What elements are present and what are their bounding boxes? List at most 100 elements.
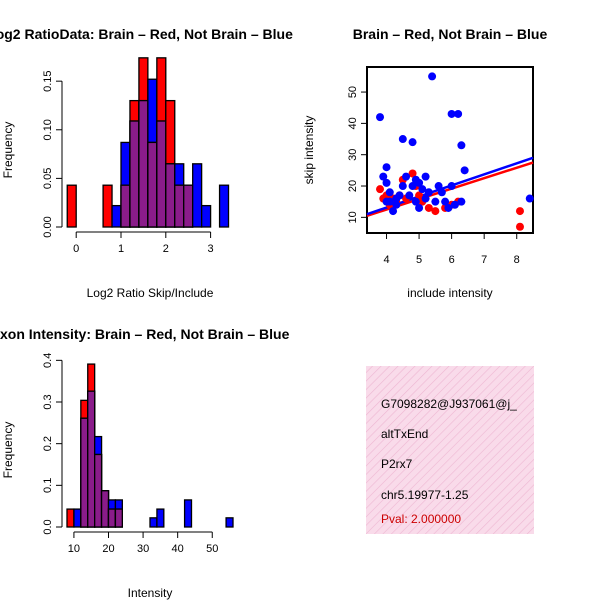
bar-overlap — [114, 508, 123, 528]
y-tick-label: 0.00 — [42, 216, 54, 237]
event-id: G7098282@J937061@j_ — [381, 397, 517, 411]
x-tick-label: 7 — [481, 254, 487, 266]
point-not-brain — [402, 172, 411, 181]
bar-overlap — [100, 490, 110, 528]
y-tick-label: 0.1 — [42, 478, 54, 493]
point-not-brain — [398, 135, 407, 144]
genomic-location: chr5.19977-1.25 — [381, 488, 469, 502]
bar-overlap — [138, 99, 149, 228]
x-tick-label: 6 — [449, 254, 455, 266]
point-not-brain — [385, 197, 394, 206]
intensity-scatter: Brain – Red, Not Brain – Blue include in… — [302, 26, 547, 300]
scatter-box — [366, 66, 534, 234]
info-panel-background — [366, 366, 534, 534]
bar-overlap — [174, 184, 185, 228]
bar-not-brain — [225, 517, 234, 528]
bar-not-brain — [149, 517, 158, 528]
point-not-brain — [382, 163, 391, 172]
x-tick-label: 20 — [102, 543, 114, 555]
point-not-brain — [441, 197, 450, 206]
point-not-brain — [457, 197, 466, 206]
bar-overlap — [94, 453, 103, 528]
point-not-brain — [395, 191, 404, 200]
point-not-brain — [424, 188, 433, 197]
point-not-brain — [428, 72, 437, 81]
ratio-histogram-ylabel: Frequency — [1, 122, 15, 179]
point-not-brain — [382, 178, 391, 187]
bar-not-brain — [111, 204, 122, 228]
exon-histogram-xlabel: Intensity — [128, 586, 173, 600]
point-not-brain — [376, 113, 385, 122]
y-tick-label: 0.3 — [42, 394, 54, 409]
bar-overlap — [156, 120, 167, 228]
y-tick-label: 20 — [347, 180, 359, 192]
y-tick-label: 40 — [347, 117, 359, 129]
bar-overlap — [107, 508, 117, 528]
bar-not-brain — [218, 184, 230, 228]
point-not-brain — [389, 207, 398, 216]
bar-not-brain — [183, 499, 193, 528]
point-not-brain — [405, 191, 414, 200]
point-not-brain — [415, 203, 424, 212]
point-not-brain — [418, 185, 427, 194]
bar-brain — [102, 184, 113, 228]
info-panel: G7098282@J937061@j_ altTxEnd P2rx7 chr5.… — [366, 366, 534, 534]
point-brain — [431, 207, 440, 216]
point-not-brain — [421, 172, 430, 181]
y-tick-label: 0.0 — [42, 519, 54, 534]
point-not-brain — [454, 109, 463, 118]
point-not-brain — [457, 141, 466, 150]
point-not-brain — [411, 197, 420, 206]
point-not-brain — [444, 203, 453, 212]
y-tick-label: 30 — [347, 149, 359, 161]
ratio-histogram-xlabel: Log2 Ratio Skip/Include — [87, 286, 214, 300]
y-tick-label: 0.4 — [42, 353, 54, 368]
bar-overlap — [129, 120, 140, 228]
point-brain — [515, 207, 524, 216]
scatter-ylabel: skip intensity — [302, 116, 316, 185]
x-tick-label: 10 — [68, 543, 80, 555]
x-tick-label: 50 — [206, 543, 218, 555]
bar-not-brain — [200, 204, 212, 228]
ratio-histogram-title: Log2 RatioData: Brain – Red, Not Brain –… — [0, 26, 293, 42]
point-not-brain — [398, 182, 407, 191]
bar-overlap — [147, 141, 158, 228]
point-not-brain — [408, 138, 417, 147]
point-not-brain — [379, 172, 388, 181]
x-tick-label: 40 — [172, 543, 184, 555]
bar-brain — [66, 184, 77, 228]
x-tick-label: 5 — [416, 254, 422, 266]
x-tick-label: 3 — [208, 243, 214, 255]
point-not-brain — [525, 194, 534, 203]
bar-not-brain — [73, 508, 82, 528]
ratio-histogram: Log2 RatioData: Brain – Red, Not Brain –… — [0, 26, 293, 300]
y-tick-label: 0.15 — [42, 70, 54, 91]
exon-histogram-ylabel: Frequency — [1, 422, 15, 479]
point-brain — [408, 169, 417, 178]
event-type: altTxEnd — [381, 427, 428, 441]
bar-overlap — [183, 184, 194, 228]
exon-histogram-title: Exon Intensity: Brain – Red, Not Brain –… — [0, 326, 290, 342]
x-tick-label: 30 — [137, 543, 149, 555]
point-not-brain — [415, 178, 424, 187]
point-not-brain — [434, 182, 443, 191]
bar-overlap — [120, 184, 131, 228]
y-tick-label: 0.10 — [42, 119, 54, 140]
gene-name: P2rx7 — [381, 457, 413, 471]
point-not-brain — [447, 109, 456, 118]
point-brain — [415, 191, 424, 200]
point-not-brain — [431, 197, 440, 206]
exon-intensity-histogram: Exon Intensity: Brain – Red, Not Brain –… — [0, 326, 290, 600]
bar-not-brain — [192, 163, 203, 228]
scatter-title: Brain – Red, Not Brain – Blue — [353, 26, 548, 42]
point-brain — [376, 185, 385, 194]
scatter-xlabel: include intensity — [407, 286, 492, 300]
point-not-brain — [408, 182, 417, 191]
y-tick-label: 50 — [347, 86, 359, 98]
point-not-brain — [460, 166, 469, 175]
point-not-brain — [385, 188, 394, 197]
y-tick-label: 10 — [347, 211, 359, 223]
point-not-brain — [421, 194, 430, 203]
y-tick-label: 0.05 — [42, 168, 54, 189]
